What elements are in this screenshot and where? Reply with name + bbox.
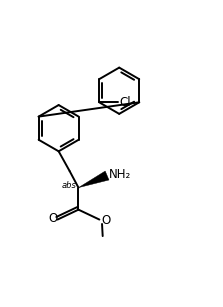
Text: NH₂: NH₂ <box>109 168 132 181</box>
Text: abs: abs <box>62 181 77 190</box>
Text: Cl: Cl <box>119 96 131 109</box>
Polygon shape <box>78 171 109 188</box>
Text: O: O <box>49 212 58 225</box>
Text: O: O <box>102 214 111 227</box>
